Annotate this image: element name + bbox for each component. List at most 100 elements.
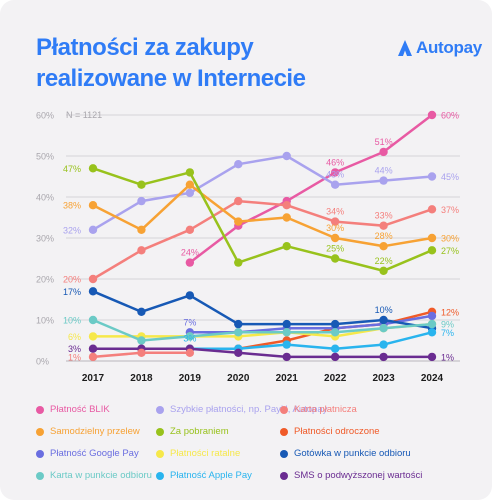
- legend-label: Karta płatnicza: [294, 404, 357, 415]
- data-point: [379, 340, 388, 349]
- legend-marker: [156, 449, 164, 458]
- legend-item: Płatności ratalne: [156, 448, 240, 459]
- data-point: [185, 258, 195, 267]
- data-point: [234, 217, 243, 226]
- x-tick-label: 2019: [179, 373, 202, 384]
- legend-item: Za pobraniem: [156, 426, 229, 437]
- y-tick-label: 50%: [36, 152, 54, 162]
- legend-label: Płatności ratalne: [170, 448, 241, 459]
- y-tick-label: 60%: [36, 111, 54, 121]
- legend-item: Samodzielny przelew: [36, 426, 140, 437]
- data-point: [88, 332, 98, 341]
- data-point: [234, 160, 243, 169]
- legend-label: Samodzielny przelew: [50, 426, 140, 437]
- data-point: [88, 274, 98, 284]
- data-point: [88, 315, 98, 325]
- x-tick-label: 2024: [421, 373, 444, 384]
- data-label: 6%: [68, 332, 81, 342]
- y-tick-label: 20%: [36, 275, 54, 285]
- data-point: [282, 319, 291, 329]
- data-point: [330, 319, 340, 329]
- legend-marker: [36, 449, 44, 458]
- data-label: 27%: [441, 246, 459, 256]
- data-label: 30%: [441, 234, 459, 244]
- data-point: [379, 221, 388, 230]
- data-label: 3%: [68, 344, 81, 354]
- data-point: [330, 254, 340, 263]
- data-point: [330, 233, 340, 243]
- data-label: 7%: [441, 328, 454, 338]
- data-label: 32%: [63, 225, 81, 235]
- data-point: [282, 340, 291, 349]
- series-line: [91, 167, 434, 273]
- data-label: 24%: [181, 248, 199, 258]
- data-point: [330, 180, 340, 189]
- data-point: [427, 319, 437, 329]
- data-point: [137, 307, 146, 316]
- data-label: 20%: [63, 275, 81, 285]
- data-label: 47%: [63, 164, 81, 174]
- data-point: [282, 328, 291, 337]
- data-point: [88, 164, 98, 173]
- data-point: [185, 348, 195, 357]
- data-point: [234, 196, 243, 206]
- sample-size-note: N = 1121: [66, 110, 102, 120]
- series-line: [188, 331, 434, 350]
- data-label: 28%: [375, 231, 393, 241]
- x-tick-label: 2017: [82, 373, 105, 384]
- series-line: [91, 290, 434, 330]
- data-label: 3%: [183, 334, 196, 344]
- data-point: [282, 151, 291, 161]
- data-point: [185, 168, 195, 177]
- legend-label: Płatności odroczone: [294, 426, 380, 437]
- x-tick-label: 2020: [227, 373, 250, 384]
- data-label: 12%: [441, 307, 459, 317]
- y-tick-label: 30%: [36, 234, 54, 244]
- data-label: 43%: [326, 170, 344, 180]
- data-point: [427, 233, 437, 243]
- series-line: [91, 318, 434, 342]
- data-point: [330, 344, 340, 353]
- legend-marker: [280, 449, 288, 458]
- data-point: [185, 332, 195, 341]
- data-point: [379, 324, 388, 333]
- y-tick-label: 40%: [36, 193, 54, 203]
- data-label: 25%: [326, 244, 344, 254]
- legend-marker: [280, 405, 288, 414]
- x-tick-label: 2021: [276, 373, 299, 384]
- data-point: [427, 311, 437, 321]
- legend-label: SMS o podwyższonej wartości: [294, 470, 423, 481]
- data-point: [234, 319, 243, 329]
- data-point: [427, 352, 437, 362]
- x-tick-label: 2023: [372, 373, 395, 384]
- data-point: [427, 246, 437, 255]
- legend-label: Płatność BLIK: [50, 404, 110, 415]
- x-tick-label: 2022: [324, 373, 347, 384]
- data-point: [137, 348, 146, 357]
- legend-item: Płatność BLIK: [36, 404, 110, 415]
- brand-logo: Autopay: [398, 38, 482, 58]
- data-point: [379, 266, 388, 275]
- data-point: [234, 258, 243, 267]
- legend-marker: [280, 471, 288, 480]
- data-label: 9%: [441, 320, 454, 330]
- data-point: [137, 225, 146, 234]
- data-point: [379, 242, 388, 251]
- data-label: 10%: [63, 316, 81, 326]
- data-point: [282, 242, 291, 251]
- data-point: [379, 176, 388, 185]
- legend-marker: [36, 471, 44, 480]
- series-line: [91, 183, 434, 248]
- legend-item: Płatność Google Pay: [36, 448, 139, 459]
- data-point: [185, 180, 195, 189]
- data-point: [427, 172, 437, 181]
- series-line: [91, 199, 434, 281]
- data-label: 60%: [441, 111, 459, 121]
- data-label: 45%: [441, 172, 459, 182]
- data-point: [185, 188, 195, 198]
- data-label: 1%: [68, 352, 81, 362]
- data-label: 22%: [375, 256, 393, 266]
- legend-item: Karta w punkcie odbioru: [36, 470, 152, 481]
- legend-marker: [156, 427, 164, 436]
- legend-label: Gotówka w punkcie odbioru: [294, 448, 411, 459]
